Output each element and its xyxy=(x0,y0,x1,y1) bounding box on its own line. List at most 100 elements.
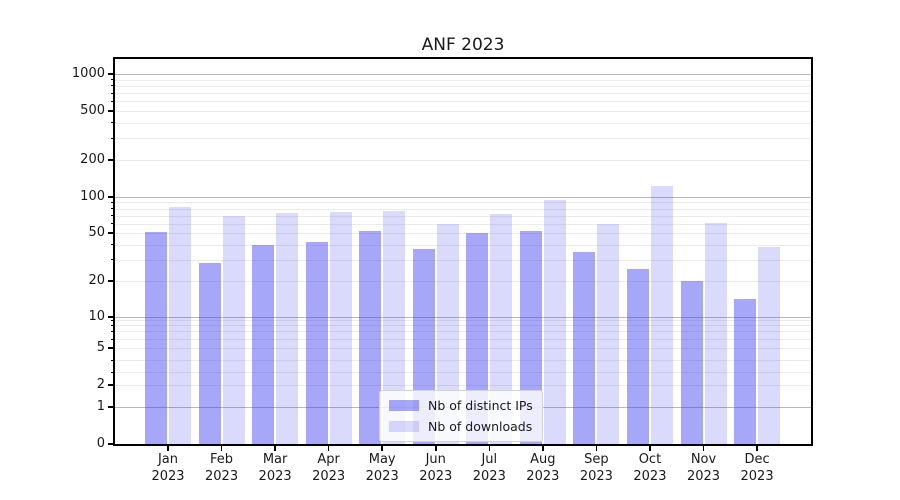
y-minor-tick-mark xyxy=(110,137,113,139)
y-minor-tick-mark xyxy=(110,122,113,124)
gridline-minor xyxy=(115,93,811,95)
plot-area xyxy=(113,57,813,446)
y-minor-tick-mark xyxy=(110,208,113,210)
bar-downloads xyxy=(436,224,459,444)
gridline-minor xyxy=(115,159,811,161)
gridline-minor xyxy=(115,331,811,332)
bar-downloads xyxy=(650,186,673,444)
x-axis-tick-label: Oct 2023 xyxy=(633,452,667,484)
y-minor-tick-mark xyxy=(110,324,113,326)
bar-distinct-ips xyxy=(305,242,328,444)
gridline-minor xyxy=(115,280,811,282)
y-minor-tick-mark xyxy=(110,100,113,102)
gridline-minor xyxy=(115,202,811,204)
y-minor-tick-mark xyxy=(110,338,113,340)
y-axis-tick-label: 500 xyxy=(80,103,105,119)
gridline-minor xyxy=(115,360,811,361)
legend-label-downloads: Nb of downloads xyxy=(428,419,533,434)
bar-downloads xyxy=(490,214,513,444)
y-minor-tick-mark xyxy=(110,159,113,161)
legend-item-downloads: Nb of downloads xyxy=(389,419,533,434)
y-minor-tick-mark xyxy=(110,79,113,81)
gridline-minor xyxy=(115,348,811,349)
gridline-minor xyxy=(115,244,811,246)
legend: Nb of distinct IPs Nb of downloads xyxy=(379,390,543,442)
gridline-major xyxy=(115,317,811,318)
x-tick-mark xyxy=(649,446,651,451)
gridline-minor xyxy=(115,138,811,140)
y-minor-tick-mark xyxy=(110,371,113,373)
gridline-minor xyxy=(115,122,811,124)
x-tick-mark xyxy=(756,446,758,451)
y-minor-tick-mark xyxy=(110,319,113,321)
y-tick-mark xyxy=(108,406,113,408)
bar-downloads xyxy=(169,206,191,444)
legend-swatch-downloads xyxy=(389,421,419,432)
gridline-minor xyxy=(115,111,811,113)
y-tick-mark xyxy=(108,73,113,75)
legend-item-distinct-ips: Nb of distinct IPs xyxy=(389,398,533,413)
x-tick-mark xyxy=(167,446,169,451)
y-axis-tick-label: 1000 xyxy=(71,66,105,81)
y-axis-tick-label: 50 xyxy=(88,225,105,241)
x-axis-tick-label: Dec 2023 xyxy=(740,452,774,484)
gridline-minor xyxy=(115,372,811,373)
legend-label-distinct-ips: Nb of distinct IPs xyxy=(428,398,533,413)
x-tick-mark xyxy=(381,446,383,451)
gridline-minor xyxy=(115,101,811,103)
x-axis-tick-label: Sep 2023 xyxy=(579,452,613,484)
x-tick-mark xyxy=(274,446,276,451)
bar-downloads xyxy=(758,247,781,444)
x-tick-mark xyxy=(542,446,544,451)
y-axis-tick-label: 100 xyxy=(80,189,105,204)
gridline-minor xyxy=(115,233,811,235)
x-tick-mark xyxy=(488,446,491,451)
y-minor-tick-mark xyxy=(110,201,113,203)
bar-distinct-ips xyxy=(359,231,382,444)
x-axis-tick-label: Mar 2023 xyxy=(258,452,292,484)
gridline-minor xyxy=(115,385,811,386)
y-tick-mark xyxy=(108,196,113,198)
bar-distinct-ips xyxy=(145,232,167,444)
chart-title: ANF 2023 xyxy=(421,35,505,55)
gridline-minor xyxy=(115,215,811,217)
y-tick-mark xyxy=(108,316,113,318)
bar-downloads xyxy=(276,212,299,444)
gridline-minor xyxy=(115,223,811,225)
gridline-minor xyxy=(115,320,811,321)
gridline-minor xyxy=(115,339,811,340)
y-axis-tick-label: 5 xyxy=(96,340,105,355)
y-minor-tick-mark xyxy=(110,330,113,332)
y-minor-tick-mark xyxy=(110,232,113,234)
y-minor-tick-mark xyxy=(110,223,113,225)
y-axis-tick-label: 1 xyxy=(96,399,105,414)
gridline-minor xyxy=(115,79,811,81)
x-axis-tick-label: Aug 2023 xyxy=(526,452,560,484)
x-tick-mark xyxy=(220,446,223,451)
y-axis-tick-label: 20 xyxy=(88,272,105,288)
y-minor-tick-mark xyxy=(110,244,113,246)
bar-downloads xyxy=(704,222,727,444)
y-minor-tick-mark xyxy=(110,280,113,282)
x-tick-mark xyxy=(327,446,330,451)
y-minor-tick-mark xyxy=(110,92,113,94)
x-axis-tick-label: Jun 2023 xyxy=(419,452,453,484)
y-axis-tick-label: 10 xyxy=(88,309,105,324)
x-tick-mark xyxy=(435,446,437,451)
bar-downloads xyxy=(222,215,245,444)
y-axis-tick-label: 200 xyxy=(80,151,105,167)
bar-distinct-ips xyxy=(680,280,703,444)
y-axis-tick-label: 0 xyxy=(96,436,105,451)
gridline-major xyxy=(115,74,811,75)
gridline-major xyxy=(115,197,811,198)
y-minor-tick-mark xyxy=(110,259,113,261)
y-tick-mark xyxy=(108,443,113,445)
x-axis-tick-label: Jan 2023 xyxy=(151,452,185,484)
x-axis-tick-label: Apr 2023 xyxy=(312,452,346,484)
x-tick-mark xyxy=(595,446,598,451)
y-axis-tick-label: 2 xyxy=(96,377,105,392)
x-tick-mark xyxy=(702,446,705,451)
gridline-minor xyxy=(115,85,811,87)
y-minor-tick-mark xyxy=(110,359,113,361)
